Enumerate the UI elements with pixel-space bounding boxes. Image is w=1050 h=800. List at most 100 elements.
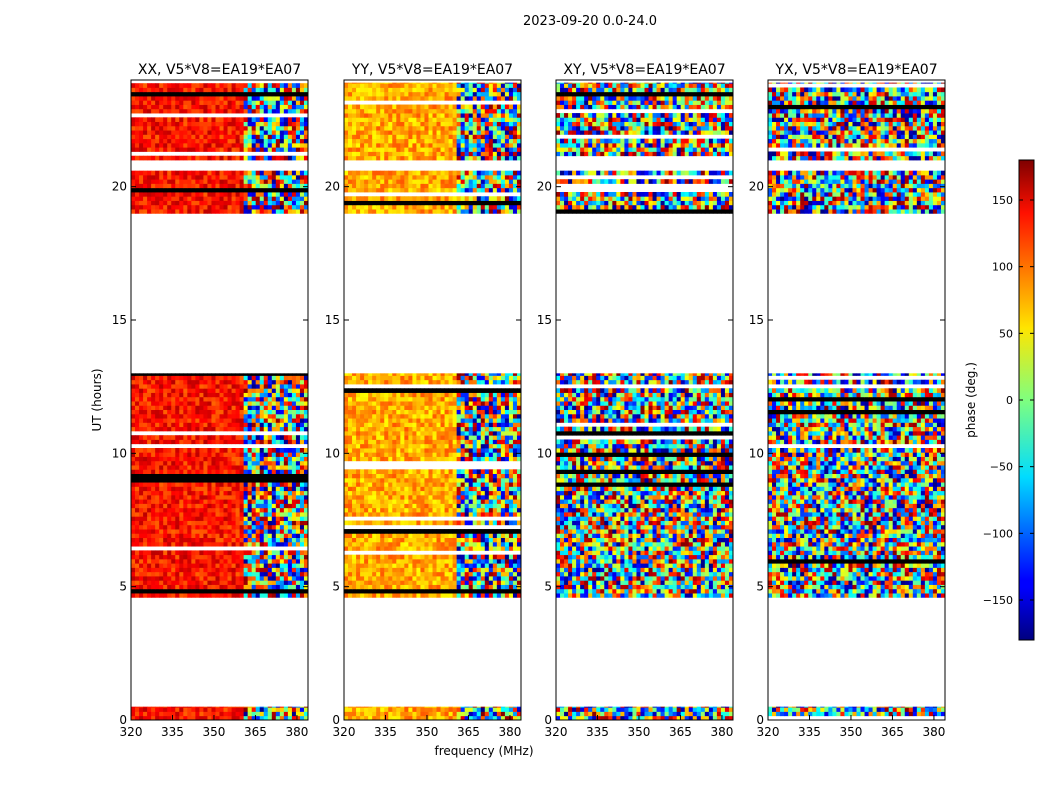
phase-cell <box>207 174 212 180</box>
phase-cell <box>151 426 156 432</box>
phase-cell <box>303 87 309 93</box>
phase-cell <box>195 170 200 176</box>
phase-cell <box>215 187 220 193</box>
phase-cell <box>464 503 470 509</box>
phase-cell <box>275 422 281 428</box>
phase-cell <box>171 533 176 538</box>
phase-cell <box>163 384 168 389</box>
phase-cell <box>147 121 152 127</box>
phase-cell <box>143 507 148 513</box>
phase-cell <box>420 473 425 479</box>
phase-cell <box>243 209 249 214</box>
phase-cell <box>291 83 297 88</box>
phase-cell <box>155 588 160 594</box>
phase-cell <box>243 187 249 193</box>
phase-cell <box>452 546 458 551</box>
phase-cell <box>259 405 265 410</box>
phase-cell <box>496 473 502 479</box>
phase-cell <box>275 426 281 432</box>
phase-cell <box>223 465 228 470</box>
phase-cell <box>247 379 253 385</box>
phase-cell <box>179 91 184 97</box>
phase-cell <box>235 104 241 110</box>
phase-cell <box>255 384 261 389</box>
phase-cell <box>508 715 514 721</box>
phase-cell <box>384 558 389 564</box>
phase-cell <box>183 448 188 453</box>
phase-cell <box>384 541 389 547</box>
phase-cell <box>508 567 514 573</box>
phase-cell <box>207 87 212 93</box>
phase-cell <box>476 499 482 504</box>
phase-cell <box>251 554 257 560</box>
phase-cell <box>143 104 148 110</box>
phase-cell <box>299 392 305 398</box>
phase-cell <box>267 435 273 440</box>
phase-cell <box>275 130 281 135</box>
phase-cell <box>239 473 245 479</box>
phase-cell <box>223 571 228 577</box>
phase-cell <box>223 196 228 201</box>
phase-cell <box>247 196 253 201</box>
phase-cell <box>460 563 466 568</box>
phase-cell <box>295 533 301 538</box>
phase-cell <box>372 567 377 573</box>
phase-cell <box>303 100 309 105</box>
phase-cell <box>239 108 245 114</box>
phase-cell <box>255 108 261 114</box>
phase-cell <box>251 108 257 114</box>
phase-cell <box>231 108 236 114</box>
phase-cell <box>175 91 180 97</box>
phase-cell <box>492 707 498 712</box>
phase-cell <box>295 567 301 573</box>
phase-cell <box>291 388 297 393</box>
phase-cell <box>155 125 160 131</box>
phase-cell <box>259 100 265 105</box>
phase-cell <box>287 170 293 176</box>
phase-cell <box>456 537 462 543</box>
phase-cell <box>131 147 136 152</box>
phase-cell <box>496 533 502 538</box>
phase-cell <box>436 456 441 462</box>
phase-cell <box>271 422 277 428</box>
phase-cell <box>243 375 249 381</box>
phase-cell <box>275 134 281 140</box>
phase-cell <box>227 409 232 415</box>
phase-cell <box>251 373 257 376</box>
phase-cell <box>516 533 522 538</box>
phase-cell <box>384 711 389 717</box>
phase-cell <box>295 460 301 466</box>
phase-cell <box>211 490 216 496</box>
phase-cell <box>203 576 208 581</box>
phase-cell <box>484 520 490 526</box>
phase-cell <box>496 507 502 513</box>
phase-cell <box>187 121 192 127</box>
phase-cell <box>255 409 261 415</box>
phase-cell <box>416 537 421 543</box>
phase-cell <box>215 174 220 180</box>
phase-cell <box>255 567 261 573</box>
phase-cell <box>516 567 522 573</box>
phase-cell <box>171 422 176 428</box>
phase-cell <box>287 588 293 594</box>
phase-cell <box>287 100 293 105</box>
phase-cell <box>480 554 486 560</box>
phase-cell <box>239 117 245 122</box>
phase-cell <box>231 117 236 122</box>
phase-cell <box>356 494 361 500</box>
phase-cell <box>388 486 393 492</box>
phase-cell <box>211 706 216 708</box>
phase-cell <box>175 405 180 410</box>
phase-cell <box>376 571 381 577</box>
phase-cell <box>255 576 261 581</box>
phase-cell <box>368 554 373 560</box>
phase-cell <box>368 580 373 585</box>
phase-cell <box>504 588 510 594</box>
phase-cell <box>199 108 204 114</box>
phase-cell <box>271 121 277 127</box>
phase-cell <box>215 456 220 462</box>
phase-cell <box>271 715 277 721</box>
phase-cell <box>512 706 518 708</box>
phase-cell <box>227 100 232 105</box>
phase-cell <box>151 405 156 410</box>
